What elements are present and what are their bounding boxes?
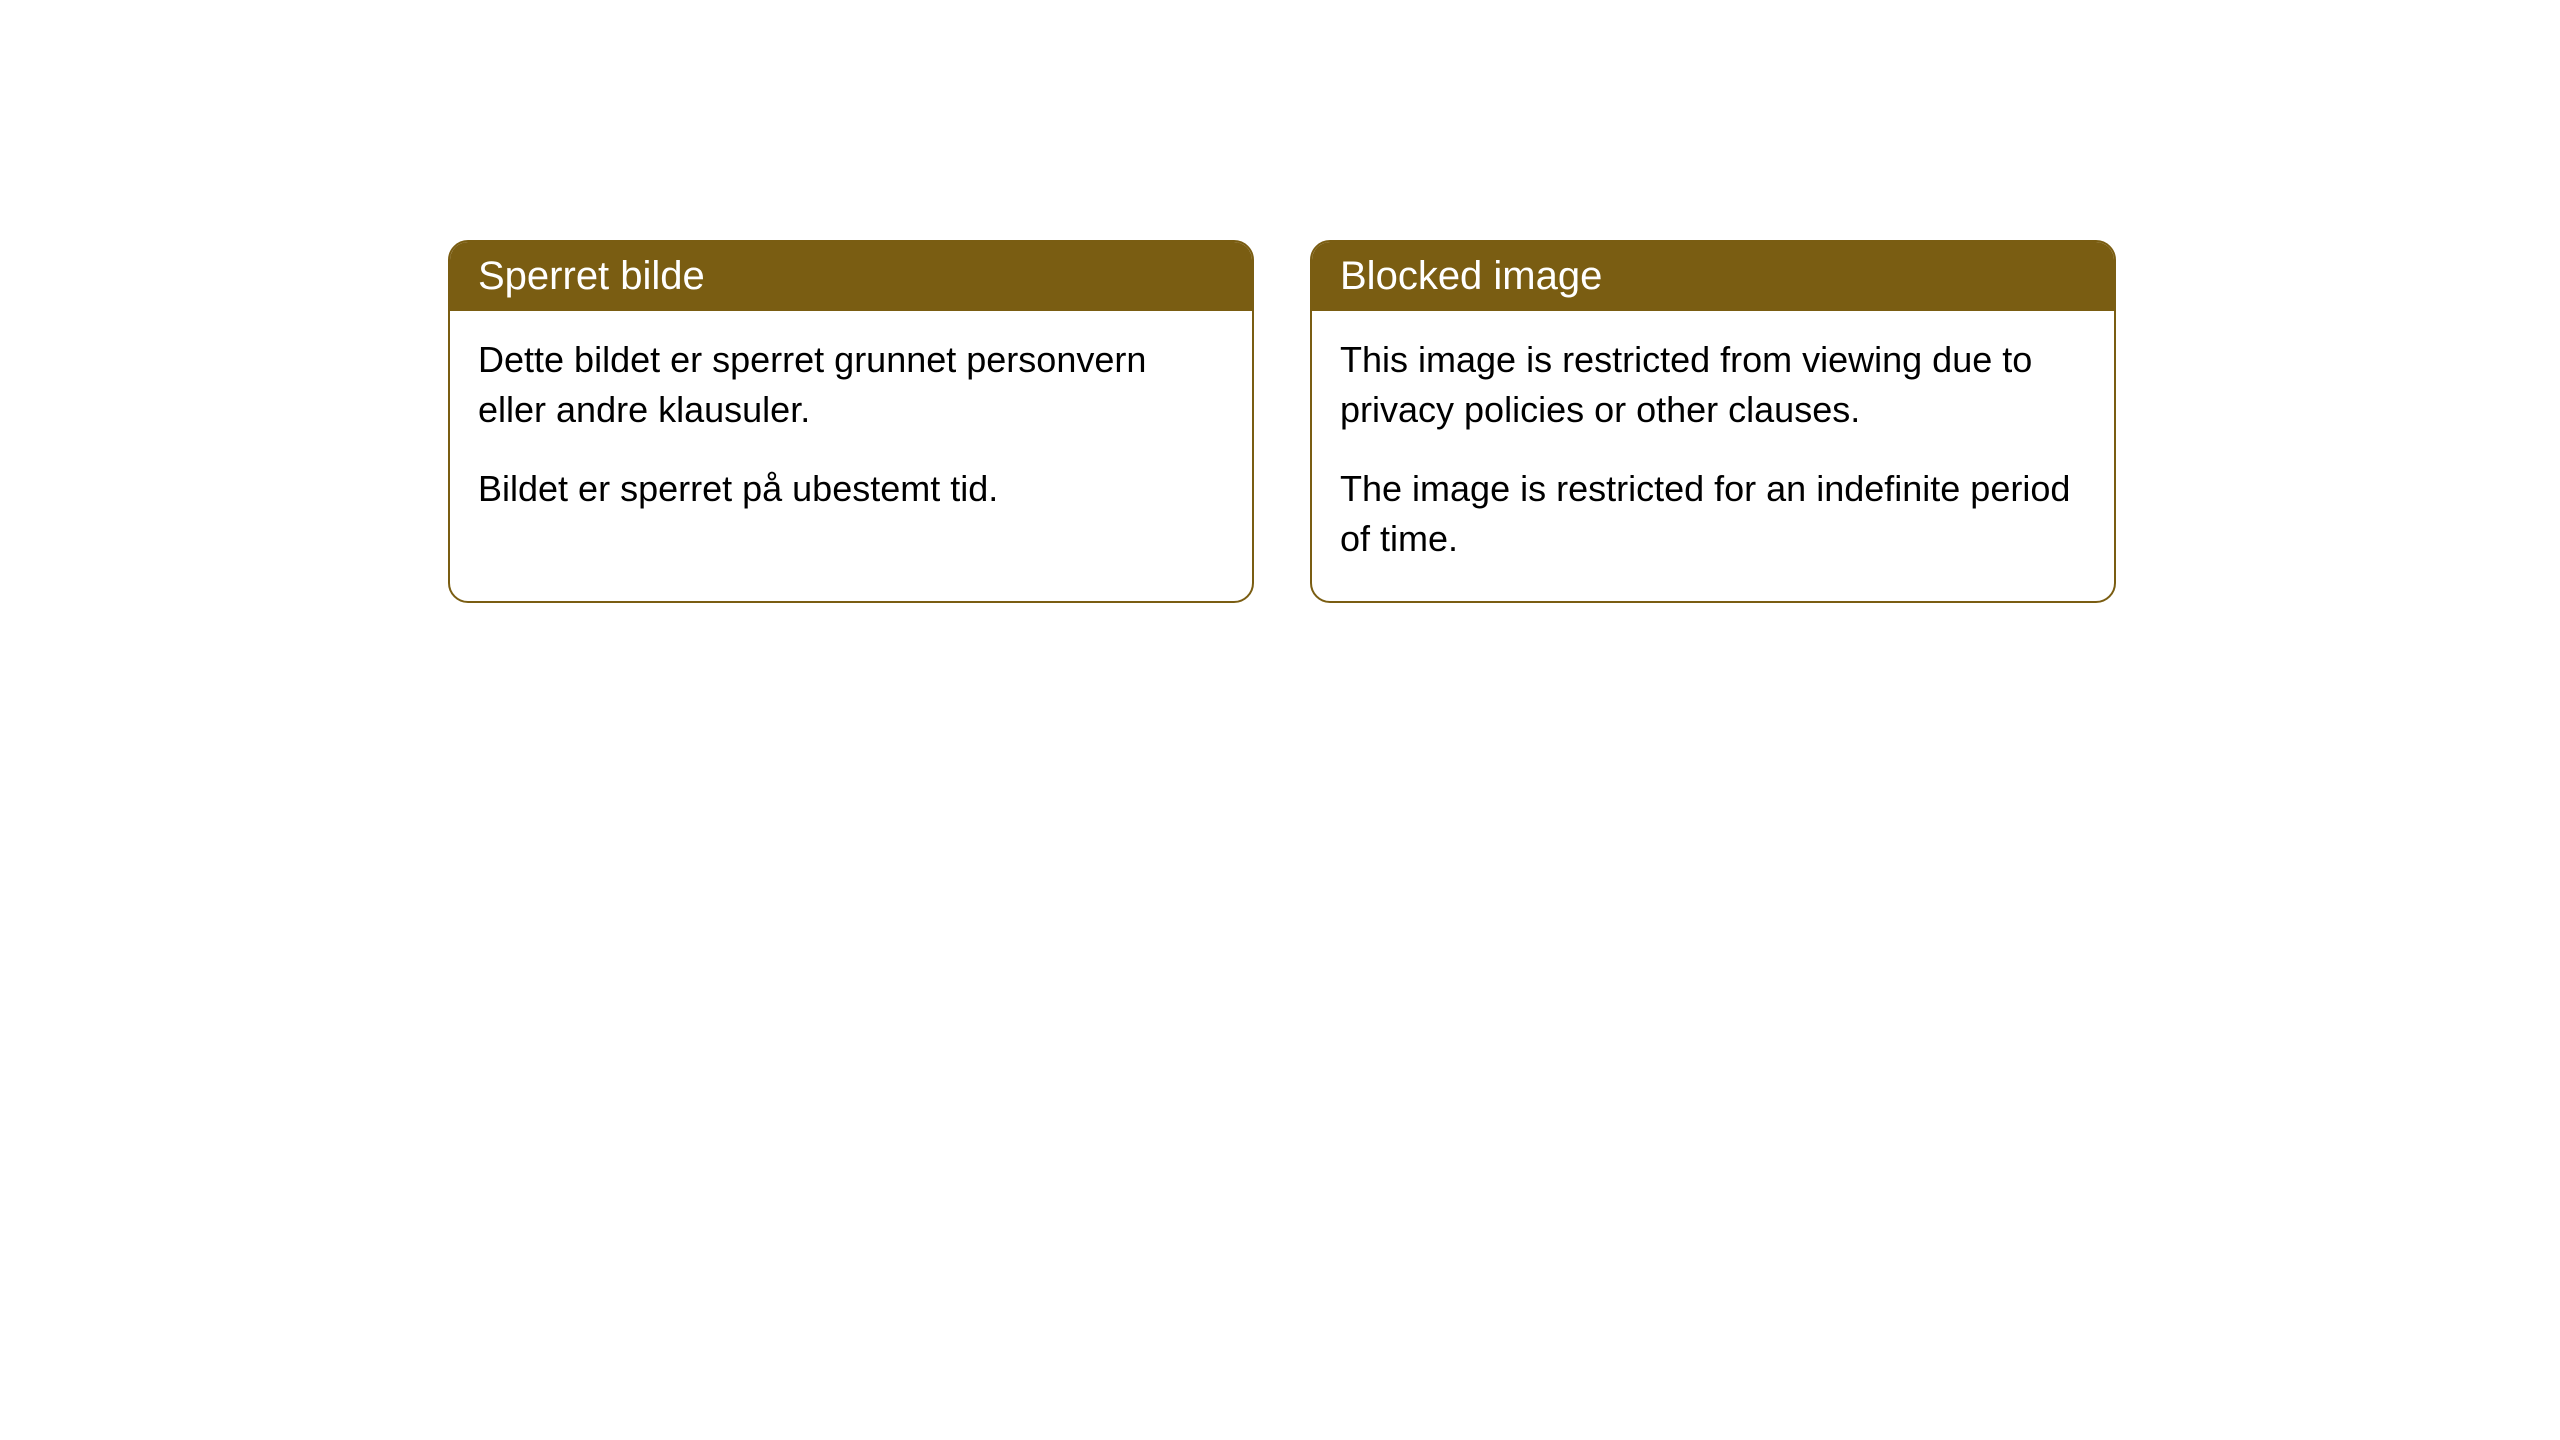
card-paragraph-english-1: This image is restricted from viewing du… (1340, 335, 2086, 436)
card-header-english: Blocked image (1312, 242, 2114, 311)
card-paragraph-norwegian-2: Bildet er sperret på ubestemt tid. (478, 464, 1224, 514)
card-body-norwegian: Dette bildet er sperret grunnet personve… (450, 311, 1252, 550)
card-body-english: This image is restricted from viewing du… (1312, 311, 2114, 601)
card-norwegian: Sperret bilde Dette bildet er sperret gr… (448, 240, 1254, 603)
cards-container: Sperret bilde Dette bildet er sperret gr… (448, 240, 2116, 603)
card-english: Blocked image This image is restricted f… (1310, 240, 2116, 603)
card-header-norwegian: Sperret bilde (450, 242, 1252, 311)
card-paragraph-english-2: The image is restricted for an indefinit… (1340, 464, 2086, 565)
card-paragraph-norwegian-1: Dette bildet er sperret grunnet personve… (478, 335, 1224, 436)
